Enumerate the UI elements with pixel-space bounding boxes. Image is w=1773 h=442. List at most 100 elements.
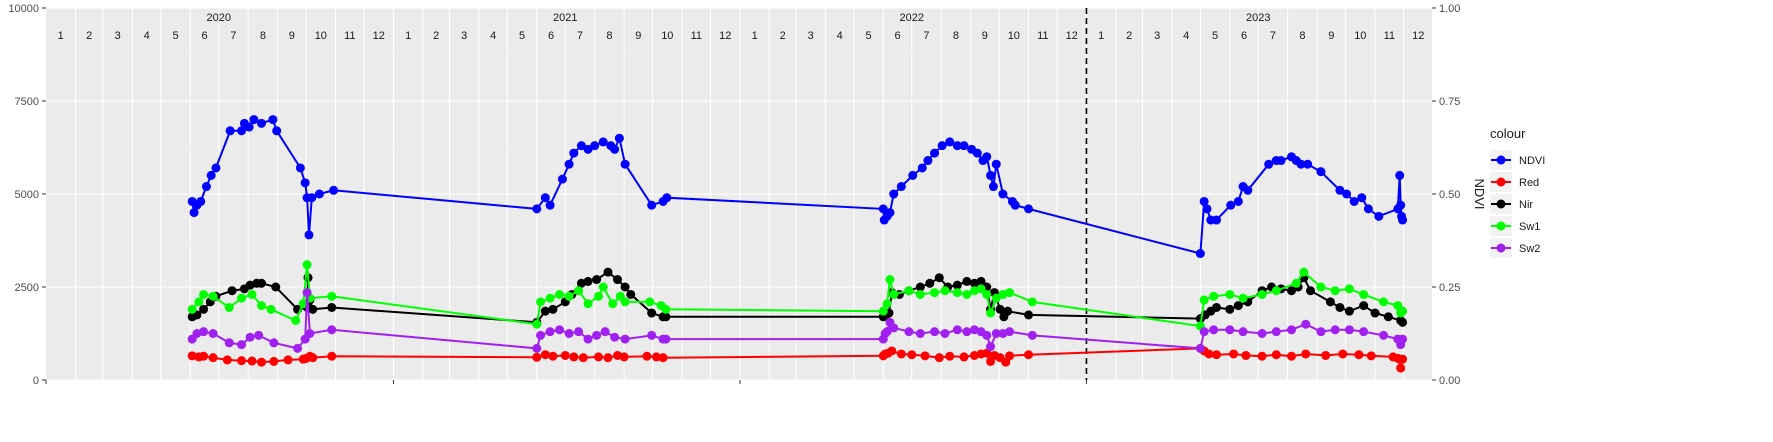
month-label: 2 bbox=[433, 30, 439, 42]
point-sw1 bbox=[882, 299, 892, 309]
point-red bbox=[594, 352, 604, 362]
point-sw1 bbox=[545, 293, 555, 303]
point-sw2 bbox=[536, 330, 546, 340]
point-sw2 bbox=[254, 330, 264, 340]
point-ndvi bbox=[1335, 185, 1345, 195]
point-ndvi bbox=[272, 126, 282, 136]
point-red bbox=[269, 356, 279, 366]
point-sw2 bbox=[1287, 325, 1297, 335]
point-sw2 bbox=[555, 325, 565, 335]
point-red bbox=[896, 349, 906, 359]
point-sw2 bbox=[302, 288, 312, 298]
point-nir bbox=[327, 302, 337, 312]
month-label: 10 bbox=[1354, 30, 1366, 42]
point-ndvi bbox=[896, 182, 906, 192]
month-label: 5 bbox=[519, 30, 525, 42]
point-red bbox=[187, 351, 197, 361]
point-ndvi bbox=[937, 141, 947, 151]
point-sw1 bbox=[645, 297, 655, 307]
point-ndvi bbox=[304, 230, 314, 240]
point-sw2 bbox=[889, 323, 899, 333]
point-red bbox=[642, 351, 652, 361]
legend-item-sw1: Sw1 bbox=[1490, 216, 1540, 236]
point-sw1 bbox=[298, 299, 308, 309]
point-red bbox=[907, 350, 917, 360]
point-sw2 bbox=[1199, 327, 1209, 337]
point-ndvi bbox=[256, 118, 266, 128]
point-ndvi bbox=[201, 182, 211, 192]
series-sw1 bbox=[187, 260, 1408, 331]
point-sw2 bbox=[952, 325, 962, 335]
point-ndvi bbox=[889, 189, 899, 199]
point-sw1 bbox=[1330, 286, 1340, 296]
point-red bbox=[1257, 351, 1267, 361]
month-label: 12 bbox=[373, 30, 385, 42]
point-sw1 bbox=[1257, 289, 1267, 299]
y2-tick-label: 0.50 bbox=[1439, 189, 1460, 201]
point-sw2 bbox=[991, 329, 1001, 338]
series-red bbox=[187, 343, 1408, 373]
point-red bbox=[651, 352, 661, 362]
point-sw2 bbox=[199, 327, 209, 337]
point-sw1 bbox=[982, 289, 992, 299]
point-ndvi bbox=[930, 148, 940, 158]
point-sw1 bbox=[940, 286, 950, 296]
point-red bbox=[1366, 351, 1376, 361]
y2-axis-title: NDVI bbox=[1472, 178, 1487, 209]
point-ndvi bbox=[1226, 200, 1236, 210]
month-label: 7 bbox=[230, 30, 236, 42]
point-ndvi bbox=[1395, 170, 1405, 180]
point-nir bbox=[1024, 310, 1034, 320]
point-ndvi bbox=[1199, 196, 1209, 206]
point-ndvi bbox=[1264, 159, 1274, 169]
point-sw2 bbox=[1344, 325, 1354, 335]
point-sw1 bbox=[532, 319, 542, 329]
point-sw2 bbox=[1257, 329, 1267, 338]
point-ndvi bbox=[878, 204, 888, 214]
point-ndvi bbox=[908, 170, 918, 180]
point-ndvi bbox=[1303, 159, 1313, 169]
point-ndvi bbox=[988, 182, 998, 192]
point-sw2 bbox=[661, 334, 671, 344]
year-label: 2021 bbox=[553, 12, 577, 24]
point-ndvi bbox=[1349, 196, 1359, 206]
point-red bbox=[247, 356, 257, 366]
point-red bbox=[1354, 350, 1364, 360]
series-ndvi bbox=[187, 115, 1408, 259]
point-sw2 bbox=[293, 343, 303, 353]
point-nir bbox=[620, 282, 630, 292]
y2-tick-label: 0.00 bbox=[1439, 375, 1460, 387]
month-label: 4 bbox=[490, 30, 496, 42]
point-ndvi bbox=[590, 141, 600, 151]
point-ndvi bbox=[614, 133, 624, 143]
point-sw1 bbox=[930, 288, 940, 298]
point-red bbox=[1005, 351, 1015, 361]
point-red bbox=[887, 346, 897, 356]
point-ndvi bbox=[610, 144, 620, 154]
month-label: 3 bbox=[115, 30, 121, 42]
point-sw2 bbox=[600, 327, 610, 337]
point-sw1 bbox=[291, 315, 301, 325]
point-sw1 bbox=[1379, 297, 1389, 307]
point-red bbox=[208, 353, 218, 363]
point-red bbox=[560, 350, 570, 360]
point-ndvi bbox=[885, 208, 895, 218]
point-nir bbox=[976, 276, 986, 286]
legend-label-red: Red bbox=[1519, 177, 1539, 189]
point-sw1 bbox=[1199, 295, 1209, 305]
point-ndvi bbox=[1276, 156, 1286, 166]
point-ndvi bbox=[1316, 167, 1326, 177]
point-sw1 bbox=[608, 299, 618, 309]
year-label: 2020 bbox=[207, 12, 231, 24]
point-sw1 bbox=[952, 288, 962, 298]
point-sw1 bbox=[1299, 267, 1309, 277]
point-ndvi bbox=[945, 137, 955, 147]
y-tick-label: 2500 bbox=[15, 282, 39, 294]
month-label: 9 bbox=[982, 30, 988, 42]
point-ndvi bbox=[576, 141, 586, 151]
point-sw1 bbox=[224, 302, 234, 312]
point-sw1 bbox=[583, 299, 593, 309]
point-ndvi bbox=[959, 141, 969, 151]
y2-tick-label: 0.25 bbox=[1439, 282, 1460, 294]
point-sw1 bbox=[1316, 282, 1326, 292]
